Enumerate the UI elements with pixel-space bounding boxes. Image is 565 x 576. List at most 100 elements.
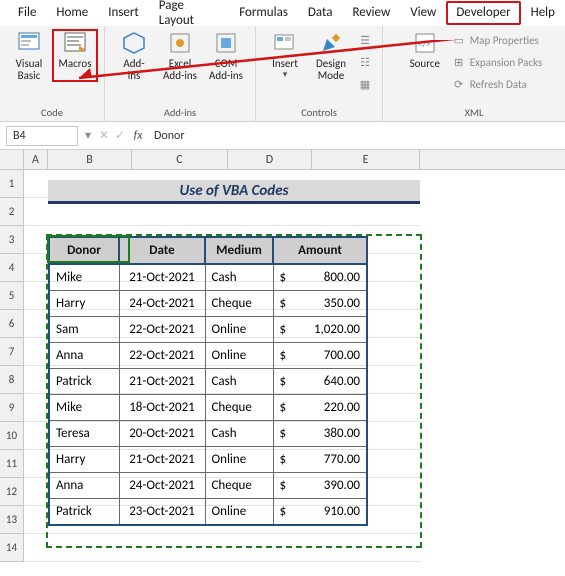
design-mode-button[interactable]: Design Mode	[308, 29, 354, 95]
column-header-B[interactable]: B	[48, 150, 132, 169]
view-code-button[interactable]: ☷	[354, 51, 376, 73]
cell-date[interactable]: 24-Oct-2021	[119, 473, 205, 499]
formula-input[interactable]: Donor	[148, 126, 565, 146]
name-box[interactable]: B4	[6, 126, 78, 146]
col-amount[interactable]: Amount	[273, 237, 367, 264]
row-header-9[interactable]: 9	[0, 394, 24, 422]
row-header-13[interactable]: 13	[0, 506, 24, 534]
column-header-D[interactable]: D	[228, 150, 312, 169]
cell-medium[interactable]: Online	[205, 499, 273, 526]
excel-add-ins-button[interactable]: Excel Add-ins	[157, 29, 203, 82]
properties-button[interactable]: ☰	[354, 29, 376, 51]
cell-donor[interactable]: Sam	[49, 317, 119, 343]
cell-amount[interactable]: $910.00	[273, 499, 367, 526]
cell-donor[interactable]: Harry	[49, 447, 119, 473]
cell-date[interactable]: 18-Oct-2021	[119, 395, 205, 421]
column-header-A[interactable]: A	[24, 150, 48, 169]
refresh-data-button[interactable]: ⟳Refresh Data	[448, 73, 546, 95]
cell-amount[interactable]: $390.00	[273, 473, 367, 499]
cell[interactable]	[24, 226, 48, 254]
row-header-12[interactable]: 12	[0, 478, 24, 506]
cell[interactable]	[24, 338, 48, 366]
column-header-C[interactable]: C	[132, 150, 228, 169]
cell-date[interactable]: 22-Oct-2021	[119, 317, 205, 343]
select-all-corner[interactable]	[0, 150, 24, 169]
tab-data[interactable]: Data	[298, 1, 343, 25]
cell-medium[interactable]: Online	[205, 447, 273, 473]
tab-review[interactable]: Review	[342, 1, 400, 25]
cell[interactable]	[48, 534, 132, 562]
cell-medium[interactable]: Cash	[205, 369, 273, 395]
cell[interactable]	[24, 478, 48, 506]
cell-amount[interactable]: $380.00	[273, 421, 367, 447]
cell-amount[interactable]: $700.00	[273, 343, 367, 369]
cell-medium[interactable]: Online	[205, 343, 273, 369]
col-medium[interactable]: Medium	[205, 237, 273, 264]
cell-donor[interactable]: Anna	[49, 343, 119, 369]
tab-developer[interactable]: Developer	[446, 1, 520, 25]
cell-amount[interactable]: $800.00	[273, 264, 367, 291]
cell[interactable]	[24, 198, 48, 226]
fx-icon[interactable]: fx	[128, 129, 148, 143]
cell-amount[interactable]: $1,020.00	[273, 317, 367, 343]
cell[interactable]	[24, 282, 48, 310]
row-header-8[interactable]: 8	[0, 366, 24, 394]
cell-date[interactable]: 21-Oct-2021	[119, 369, 205, 395]
row-header-11[interactable]: 11	[0, 450, 24, 478]
cell[interactable]	[312, 534, 420, 562]
add-ins-button[interactable]: Add- ins	[111, 29, 157, 82]
cell-donor[interactable]: Patrick	[49, 369, 119, 395]
cell-date[interactable]: 21-Oct-2021	[119, 264, 205, 291]
cell-amount[interactable]: $220.00	[273, 395, 367, 421]
cell[interactable]	[24, 310, 48, 338]
tab-view[interactable]: View	[400, 1, 446, 25]
cell-medium[interactable]: Cheque	[205, 395, 273, 421]
cell-donor[interactable]: Harry	[49, 291, 119, 317]
cell[interactable]	[24, 170, 48, 198]
cell-amount[interactable]: $350.00	[273, 291, 367, 317]
cell[interactable]	[24, 254, 48, 282]
cell[interactable]	[132, 534, 228, 562]
cell[interactable]	[24, 450, 48, 478]
cell[interactable]	[24, 394, 48, 422]
cell-date[interactable]: 23-Oct-2021	[119, 499, 205, 526]
cell-medium[interactable]: Cheque	[205, 291, 273, 317]
tab-help[interactable]: Help	[521, 1, 565, 25]
row-header-7[interactable]: 7	[0, 338, 24, 366]
visual-basic-button[interactable]: Visual Basic	[6, 29, 52, 82]
row-header-14[interactable]: 14	[0, 534, 24, 562]
expansion-packs-button[interactable]: ⊞Expansion Packs	[448, 51, 546, 73]
cell-donor[interactable]: Mike	[49, 264, 119, 291]
macros-button[interactable]: Macros	[52, 29, 98, 82]
com-add-ins-button[interactable]: COM Add-ins	[203, 29, 249, 82]
cell[interactable]	[24, 506, 48, 534]
cell[interactable]	[228, 534, 312, 562]
cell-date[interactable]: 24-Oct-2021	[119, 291, 205, 317]
row-header-1[interactable]: 1	[0, 170, 24, 198]
namebox-dropdown-icon[interactable]: ▾	[80, 128, 96, 143]
row-header-5[interactable]: 5	[0, 282, 24, 310]
column-header-E[interactable]: E	[312, 150, 420, 169]
tab-home[interactable]: Home	[46, 1, 98, 25]
insert-control-button[interactable]: Insert ▾	[262, 29, 308, 95]
cell[interactable]	[24, 534, 48, 562]
row-header-2[interactable]: 2	[0, 198, 24, 226]
cell[interactable]	[24, 366, 48, 394]
cancel-icon[interactable]: ✕	[96, 128, 112, 143]
cell-date[interactable]: 21-Oct-2021	[119, 447, 205, 473]
col-date[interactable]: Date	[119, 237, 205, 264]
enter-icon[interactable]: ✓	[112, 128, 128, 143]
tab-formulas[interactable]: Formulas	[229, 1, 298, 25]
cell-medium[interactable]: Cash	[205, 421, 273, 447]
col-donor[interactable]: Donor	[49, 237, 119, 264]
cell[interactable]	[24, 422, 48, 450]
cell-donor[interactable]: Patrick	[49, 499, 119, 526]
row-header-4[interactable]: 4	[0, 254, 24, 282]
cell-donor[interactable]: Anna	[49, 473, 119, 499]
run-dialog-button[interactable]: ▦	[354, 73, 376, 95]
cell-amount[interactable]: $770.00	[273, 447, 367, 473]
map-properties-button[interactable]: ▭Map Properties	[448, 29, 546, 51]
cell-date[interactable]: 20-Oct-2021	[119, 421, 205, 447]
cell-donor[interactable]: Mike	[49, 395, 119, 421]
cell-date[interactable]: 22-Oct-2021	[119, 343, 205, 369]
